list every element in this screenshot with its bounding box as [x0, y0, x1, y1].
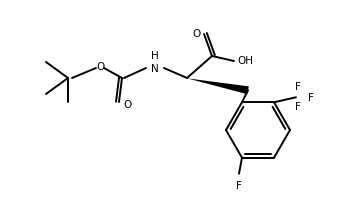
Text: F: F — [295, 102, 301, 112]
Text: O: O — [123, 100, 131, 110]
Text: H: H — [151, 51, 159, 61]
Text: O: O — [193, 29, 201, 39]
Text: F: F — [308, 93, 314, 103]
Text: OH: OH — [237, 56, 253, 66]
Text: O: O — [96, 62, 104, 72]
Text: N: N — [151, 64, 159, 74]
Text: F: F — [236, 181, 242, 191]
Text: F: F — [295, 82, 301, 92]
Polygon shape — [187, 78, 249, 94]
